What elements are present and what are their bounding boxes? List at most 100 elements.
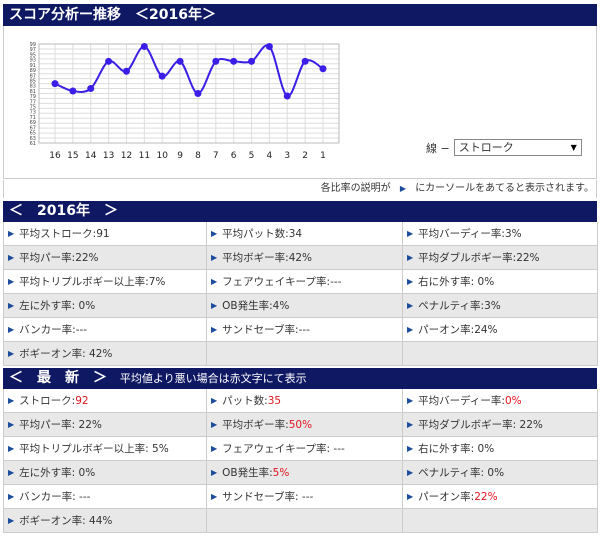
- stat-cell[interactable]: ▶ サンドセーブ率:---: [207, 318, 403, 342]
- stat-cell[interactable]: ▶ 左に外す率: 0%: [4, 461, 207, 485]
- data-point: [176, 57, 184, 65]
- section-2016-title: ＜ 2016年 ＞: [9, 203, 118, 219]
- stat-cell[interactable]: ▶ フェアウェイキープ率:---: [207, 270, 403, 294]
- arrow-right-icon: ▶: [211, 444, 218, 453]
- arrow-right-icon: ▶: [407, 444, 414, 453]
- arrow-right-icon: ▶: [8, 301, 15, 310]
- stats-2016-grid: ▶ 平均ストローク:91 ▶ 平均パット数:34 ▶ 平均バーディー率:3% ▶ 平均パー率:…: [3, 222, 598, 366]
- stat-cell[interactable]: ▶ フェアウェイキープ率: ---: [207, 437, 403, 461]
- section-latest-subtitle: 平均値より悪い場合は赤文字にて表示: [119, 372, 307, 385]
- stat-cell[interactable]: ▶ 平均ストローク:91: [4, 222, 207, 246]
- y-tick-label: 69: [30, 120, 36, 126]
- hint-text: 各比率の説明が: [320, 183, 391, 194]
- stat-cell[interactable]: ▶ 左に外す率: 0%: [4, 294, 207, 318]
- stat-cell[interactable]: ▶ バンカー率:---: [4, 318, 207, 342]
- data-point: [69, 87, 77, 95]
- stat-cell[interactable]: ▶ ペナルティ率: 0%: [403, 461, 598, 485]
- x-tick-label: 1: [320, 151, 326, 161]
- stat-cell[interactable]: ▶ 平均トリプルボギー以上率: 5%: [4, 437, 207, 461]
- stat-cell[interactable]: ▶ パーオン率:24%: [403, 318, 598, 342]
- arrow-right-icon: ▶: [407, 468, 414, 477]
- stat-label: 平均パット数:34: [222, 228, 303, 240]
- stat-cell[interactable]: ▶ 平均パー率:22%: [4, 246, 207, 270]
- stat-cell[interactable]: ▶ 平均バーディー率: 0%: [403, 389, 598, 413]
- data-point: [265, 42, 273, 50]
- arrow-right-icon: ▶: [8, 325, 15, 334]
- y-tick-label: 97: [30, 47, 36, 53]
- x-tick-label: 8: [195, 151, 201, 161]
- x-tick-label: 4: [267, 151, 273, 161]
- stat-label: ストローク:: [19, 395, 76, 407]
- arrow-right-icon: ▶: [211, 396, 218, 405]
- page-title: スコア分析ー推移 ＜2016年＞: [3, 4, 597, 26]
- x-tick-label: 11: [139, 151, 150, 161]
- arrow-right-icon: ▶: [407, 325, 414, 334]
- stat-value: 22%: [474, 490, 498, 503]
- stat-label: 平均パー率: 22%: [19, 419, 102, 431]
- stat-cell[interactable]: ▶ 平均パー率: 22%: [4, 413, 207, 437]
- arrow-right-icon: ▶: [407, 420, 414, 429]
- stat-cell[interactable]: ▶ ボギーオン率: 44%: [4, 509, 207, 533]
- stats-latest-grid: ▶ ストローク: 92 ▶ パット数: 35 ▶ 平均バーディー率: 0% ▶ 平均パー率: …: [3, 389, 598, 533]
- y-tick-label: 73: [30, 110, 36, 116]
- stat-cell[interactable]: ▶ ボギーオン率: 42%: [4, 342, 207, 366]
- x-tick-label: 7: [213, 151, 219, 161]
- stat-cell[interactable]: ▶ 右に外す率: 0%: [403, 437, 598, 461]
- stat-cell[interactable]: ▶ ペナルティ率:3%: [403, 294, 598, 318]
- stat-label: パーオン率:24%: [418, 324, 498, 336]
- chevron-down-icon: ▼: [570, 143, 577, 152]
- stat-cell[interactable]: ▶ 平均ダブルボギー率: 22%: [403, 413, 598, 437]
- arrow-right-icon: ▶: [211, 277, 218, 286]
- x-tick-label: 14: [85, 151, 97, 161]
- arrow-right-icon: ▶: [211, 325, 218, 334]
- hint-row: 各比率の説明が ▶ にカーソールをあてると表示されます。: [3, 180, 597, 198]
- data-point: [105, 57, 113, 65]
- arrow-right-icon: ▶: [399, 184, 406, 193]
- line-select-dropdown[interactable]: ストローク ▼: [453, 139, 582, 156]
- stat-label: 左に外す率: 0%: [19, 467, 96, 479]
- stat-cell[interactable]: ▶ サンドセーブ率: ---: [207, 485, 403, 509]
- stat-label: 平均トリプルボギー以上率:7%: [19, 276, 166, 288]
- arrow-right-icon: ▶: [407, 396, 414, 405]
- arrow-right-icon: ▶: [407, 253, 414, 262]
- y-tick-label: 99: [30, 42, 36, 48]
- stat-label: ボギーオン率: 42%: [19, 348, 113, 360]
- stat-label: サンドセーブ率: ---: [222, 491, 314, 503]
- data-point: [87, 85, 95, 93]
- data-point: [248, 57, 256, 65]
- chart-panel: 99 97 95 93 91 89 87 85 83 81 79 77 75 73 71 69 67 65 63 61…: [3, 26, 597, 179]
- stat-cell[interactable]: ▶ パーオン率: 22%: [403, 485, 598, 509]
- y-tick-label: 77: [30, 99, 36, 105]
- arrow-right-icon: ▶: [8, 277, 15, 286]
- stat-cell[interactable]: ▶ OB発生率:4%: [207, 294, 403, 318]
- stat-cell[interactable]: ▶ 平均バーディー率:3%: [403, 222, 598, 246]
- arrow-right-icon: ▶: [8, 396, 15, 405]
- section-2016-header: ＜ 2016年 ＞: [3, 201, 597, 222]
- arrow-right-icon: ▶: [407, 492, 414, 501]
- stat-label: 平均ダブルボギー率:22%: [418, 252, 540, 264]
- stat-label: パット数:: [222, 395, 268, 407]
- stat-cell[interactable]: ▶ バンカー率: ---: [4, 485, 207, 509]
- stat-cell[interactable]: ▶ OB発生率: 5%: [207, 461, 403, 485]
- stat-cell[interactable]: ▶ 平均ボギー率: 50%: [207, 413, 403, 437]
- stat-cell[interactable]: ▶ 右に外す率: 0%: [403, 270, 598, 294]
- stat-cell[interactable]: ▶ ストローク: 92: [4, 389, 207, 413]
- plot-frame: [38, 43, 340, 144]
- stat-cell[interactable]: ▶ パット数: 35: [207, 389, 403, 413]
- data-point: [51, 80, 59, 88]
- data-point: [140, 42, 148, 50]
- stat-label: 平均バーディー率:3%: [418, 228, 522, 240]
- stat-cell[interactable]: ▶ 平均トリプルボギー以上率:7%: [4, 270, 207, 294]
- empty-cell: [403, 342, 598, 366]
- arrow-right-icon: ▶: [211, 468, 218, 477]
- stat-cell[interactable]: ▶ 平均ダブルボギー率:22%: [403, 246, 598, 270]
- x-tick-label: 2: [302, 151, 308, 161]
- arrow-right-icon: ▶: [8, 420, 15, 429]
- section-latest-title: ＜ 最 新 ＞: [9, 370, 107, 386]
- stat-value: 50%: [288, 418, 313, 431]
- y-tick-label: 79: [30, 94, 36, 100]
- stat-cell[interactable]: ▶ 平均パット数:34: [207, 222, 403, 246]
- stat-cell[interactable]: ▶ 平均ボギー率:42%: [207, 246, 403, 270]
- y-tick-label: 83: [30, 84, 36, 90]
- arrow-right-icon: ▶: [8, 349, 15, 358]
